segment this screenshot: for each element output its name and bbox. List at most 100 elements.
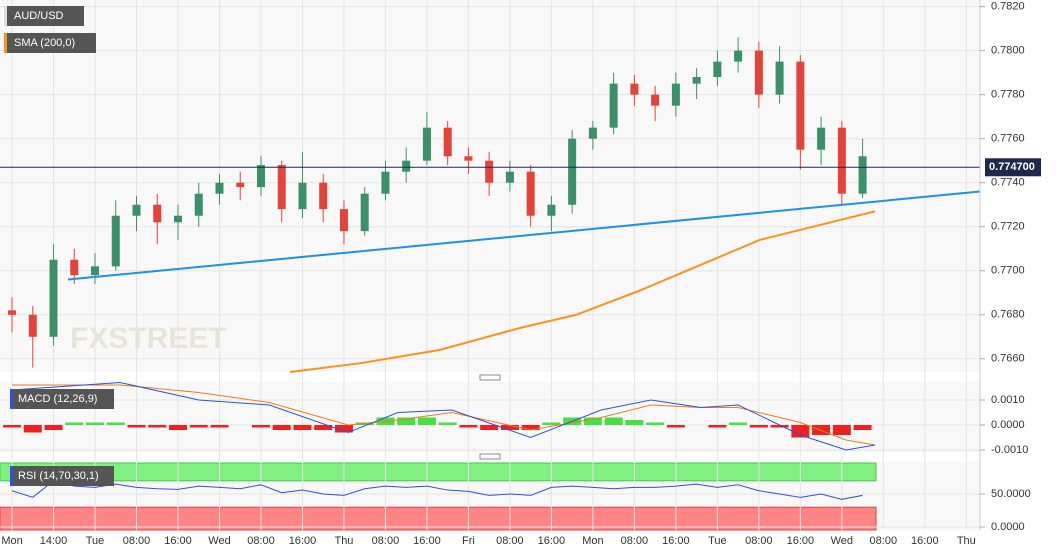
x-tick-label: 08:00 (123, 535, 151, 547)
candle-body (443, 127, 452, 157)
macd-bar (791, 425, 810, 438)
y-tick-label: 0.7760 (991, 133, 1025, 145)
candle-body (111, 215, 120, 267)
candle-body (692, 77, 701, 84)
candle-body (671, 83, 680, 106)
legend-box (10, 466, 114, 486)
legend-swatch (4, 6, 7, 26)
x-tick-label: 16:00 (787, 535, 815, 547)
candle-body (132, 204, 141, 216)
x-tick-label: 08:00 (870, 535, 898, 547)
candle-body (734, 50, 743, 62)
macd-bar (625, 420, 644, 425)
candle-body (298, 182, 307, 210)
candle-body (194, 193, 203, 216)
legend-macd: MACD (12,26,9) (18, 393, 97, 405)
candle-body (464, 156, 473, 161)
macd-bar (417, 417, 436, 425)
legend-box (10, 389, 114, 409)
candle-body (319, 182, 328, 210)
macd-bar (334, 425, 353, 433)
candle-body (402, 160, 411, 172)
macd-bar (729, 422, 748, 425)
x-tick-label: Thu (334, 535, 353, 547)
macd-line (11, 381, 876, 451)
macd-panel (0, 382, 980, 452)
price-label: 0.774700 (989, 161, 1035, 173)
candle-body (609, 83, 618, 128)
macd-bar (44, 425, 63, 430)
macd-bar (708, 425, 727, 428)
candle-body (49, 259, 58, 337)
candle-body (588, 127, 597, 139)
macd-bar (480, 425, 499, 430)
macd-bar (65, 422, 84, 425)
y-tick-label: 0.0010 (991, 394, 1025, 406)
x-tick-label: 16:00 (538, 535, 566, 547)
macd-bar (86, 422, 105, 425)
x-tick-label: Wed (831, 535, 853, 547)
candle-body (91, 266, 100, 276)
macd-bar (23, 425, 42, 433)
candle-body (173, 215, 182, 223)
candle-body (485, 160, 494, 183)
y-tick-label: 0.7700 (991, 265, 1025, 277)
macd-bar (106, 422, 125, 425)
legend-box (4, 6, 84, 26)
macd-bar (314, 425, 333, 430)
watermark: FXSTREET (70, 322, 227, 355)
macd-bar (251, 425, 270, 428)
panel-handle[interactable] (479, 374, 501, 381)
candle-body (381, 171, 390, 194)
candle-body (858, 156, 867, 194)
macd-bar (272, 425, 291, 430)
y-tick-label: 0.0000 (991, 419, 1025, 431)
candle-body (568, 138, 577, 205)
macd-bar (397, 417, 416, 425)
y-tick-label: -0.0010 (991, 444, 1028, 456)
macd-bar (666, 425, 685, 428)
candle-body (547, 204, 556, 216)
y-tick-label: 0.7680 (991, 309, 1025, 321)
macd-bar (189, 425, 208, 428)
candle-body (505, 171, 514, 183)
x-tick-label: Wed (208, 535, 230, 547)
macd-bar (604, 417, 623, 425)
macd-bar (148, 425, 167, 428)
macd-bar (583, 417, 602, 425)
x-tick-label: 14:00 (40, 535, 68, 547)
x-tick-label: 16:00 (413, 535, 441, 547)
x-tick-label: Thu (957, 535, 976, 547)
panel-handle[interactable] (479, 453, 501, 460)
candle-body (817, 127, 826, 150)
candle-body (526, 171, 535, 216)
signal-line (12, 384, 876, 446)
legend-rsi: RSI (14,70,30,1) (18, 470, 99, 482)
macd-bar (127, 425, 146, 428)
candle-body (422, 127, 431, 161)
x-tick-label: 16:00 (164, 535, 192, 547)
y-tick-label: 0.7740 (991, 177, 1025, 189)
y-tick-label: 0.0000 (991, 521, 1025, 533)
legend-swatch (10, 389, 13, 409)
candle-body (277, 165, 286, 210)
x-tick-label: Fri (462, 535, 475, 547)
macd-bar (749, 425, 768, 428)
price-label-box (985, 158, 1041, 177)
candle-body (796, 61, 805, 150)
y-tick-label: 0.7820 (991, 1, 1025, 13)
candle-body (8, 310, 17, 315)
x-tick-label: 16:00 (911, 535, 939, 547)
y-tick-label: 0.7780 (991, 89, 1025, 101)
x-tick-label: 16:00 (662, 535, 690, 547)
x-tick-label: 08:00 (372, 535, 400, 547)
macd-bar (3, 425, 22, 428)
candle-body (256, 165, 265, 188)
candle-body (215, 182, 224, 194)
y-tick-label: 50.0000 (991, 488, 1031, 500)
candle-body (236, 182, 245, 188)
macd-bar (521, 425, 540, 430)
macd-bar (459, 425, 478, 428)
candle-body (837, 127, 846, 194)
